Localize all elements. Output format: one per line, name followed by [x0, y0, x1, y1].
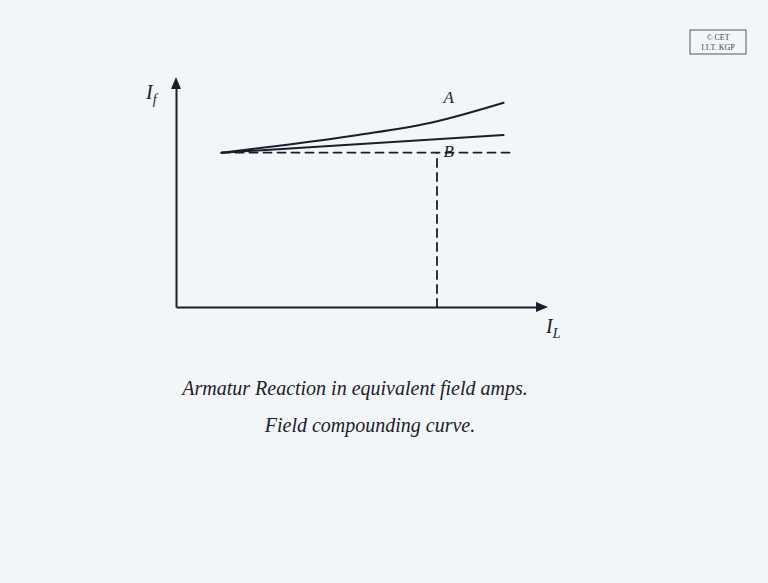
x-axis-title-sub: L — [552, 326, 561, 341]
curve — [222, 135, 504, 153]
caption: Armatur Reaction in equivalent field amp… — [180, 377, 528, 400]
x-arrow — [536, 302, 548, 312]
chart-svg: A B If IL Armatur Reaction in equivalent fie… — [0, 0, 768, 583]
paper — [0, 0, 768, 583]
logo-box — [690, 30, 746, 54]
dashed-line — [222, 152, 515, 154]
logo: © CETI.I.T. KGP — [690, 30, 746, 54]
x-axis — [177, 307, 541, 308]
point-label: A — [443, 88, 455, 107]
curve — [222, 103, 504, 153]
y-axis-title: If — [145, 81, 159, 107]
y-arrow — [171, 77, 181, 89]
y-axis-title-sub: f — [153, 92, 159, 107]
y-axis — [176, 86, 177, 308]
axis-line — [176, 86, 178, 308]
logo-text: © CET — [706, 33, 729, 42]
point-label: B — [444, 142, 455, 161]
logo-text: I.I.T. KGP — [701, 43, 735, 52]
x-axis-title: IL — [545, 315, 561, 341]
plot-area — [222, 103, 515, 307]
caption: Field compounding curve. — [264, 414, 476, 437]
dashed-line — [436, 153, 438, 307]
axis-line — [177, 307, 541, 309]
